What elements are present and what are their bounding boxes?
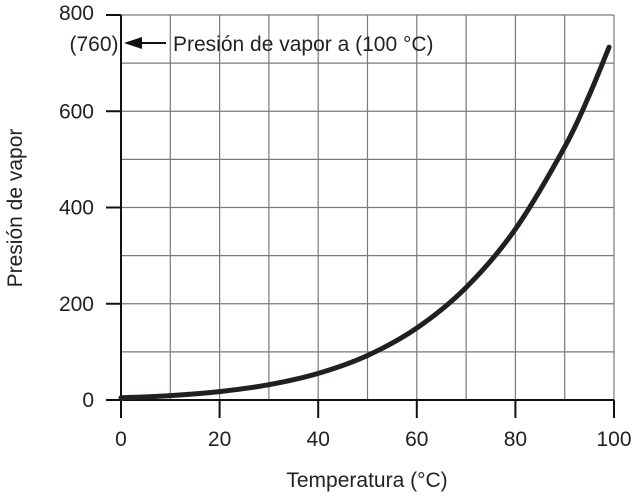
- annotation-text: Presión de vapor a (100 °C): [173, 33, 434, 56]
- x-tick-label: 100: [596, 428, 631, 451]
- annotation-arrow-head: [124, 37, 142, 49]
- vapor-pressure-curve: [118, 44, 612, 401]
- y-tick-label: 600: [59, 100, 94, 123]
- y-tick-label: 0: [82, 389, 94, 412]
- x-tick-label: 40: [307, 428, 330, 451]
- ticks: 0 20 40 60 80 100 0 200 400 600 800: [59, 2, 632, 451]
- annotation-arrow-icon: [124, 37, 166, 49]
- y-axis-label: Presión de vapor: [4, 129, 27, 288]
- x-tick-label: 60: [405, 428, 428, 451]
- x-tick-label: 80: [504, 428, 527, 451]
- y-tick-label: 200: [59, 293, 94, 316]
- annotation-value-label: (760): [69, 33, 118, 56]
- grid: [121, 14, 615, 400]
- x-axis-label: Temperatura (°C): [286, 469, 447, 492]
- y-tick-label: 400: [59, 197, 94, 220]
- y-tick-label: 800: [59, 2, 94, 25]
- x-tick-label: 20: [208, 428, 231, 451]
- x-tick-label: 0: [115, 428, 127, 451]
